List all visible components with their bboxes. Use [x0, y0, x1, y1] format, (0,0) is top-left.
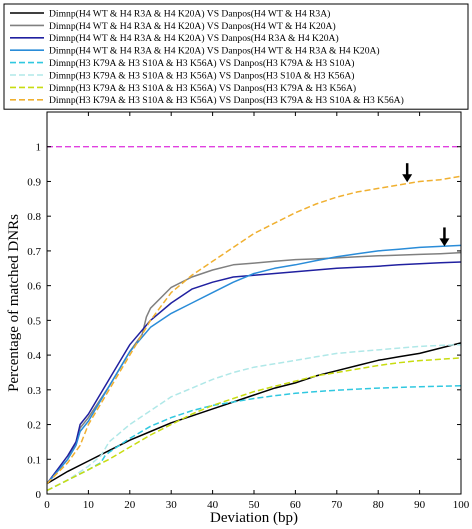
annotation-layer [402, 163, 450, 247]
y-tick-label: 0.1 [27, 454, 41, 466]
y-tick-label: 0.2 [27, 420, 41, 432]
series-layer [46, 175, 462, 492]
y-tick-label: 0.6 [27, 281, 41, 293]
legend-entry-5: Dimnp(H3 K79A & H3 S10A & H3 K56A) VS Da… [49, 58, 355, 69]
x-axis-label: Deviation (bp) [210, 510, 298, 526]
y-tick-label: 0.3 [27, 385, 41, 397]
x-tick-label: 70 [331, 499, 343, 511]
y-tick-label: 0.9 [27, 176, 41, 188]
series-line-4 [46, 244, 462, 485]
x-tick-label: 90 [414, 499, 426, 511]
x-tick-label: 30 [166, 499, 178, 511]
y-axis-label: Percentage of matched DNRs [6, 214, 22, 392]
annotation-arrow-1 [402, 163, 413, 183]
series-line-3 [46, 261, 462, 485]
legend-entry-4: Dimnp(H4 WT & H4 R3A & H4 K20A) VS Danpo… [49, 46, 380, 57]
x-tick-label: 40 [207, 499, 219, 511]
series-line-5 [46, 384, 462, 492]
plot-frame [46, 111, 462, 495]
series-line-8 [46, 175, 462, 485]
x-tick-label: 10 [83, 499, 95, 511]
legend-box [3, 3, 469, 110]
y-tick-label: 0.5 [27, 315, 41, 327]
x-tick-label: 0 [44, 499, 50, 511]
legend-entry-8: Dimnp(H3 K79A & H3 S10A & H3 K56A) VS Da… [49, 95, 404, 106]
x-tick-label: 20 [124, 499, 136, 511]
annotation-arrow-2 [439, 227, 450, 247]
y-tick-label: 0.7 [27, 246, 41, 258]
x-tick-label: 50 [249, 499, 261, 511]
legend: Dimnp(H4 WT & H4 R3A & H4 K20A) VS Danpo… [3, 3, 469, 110]
y-tick-label: 1 [36, 142, 42, 154]
y-tick-label: 0 [36, 489, 42, 501]
series-line-2 [46, 251, 462, 485]
legend-entry-2: Dimnp(H4 WT & H4 R3A & H4 K20A) VS Danpo… [49, 21, 336, 32]
legend-entry-7: Dimnp(H3 K79A & H3 S10A & H3 K56A) VS Da… [49, 83, 356, 94]
legend-entry-1: Dimnp(H4 WT & H4 R3A & H4 K20A) VS Danpo… [49, 8, 330, 19]
y-tick-label: 0.4 [27, 350, 41, 362]
y-tick-label: 0.8 [27, 211, 41, 223]
legend-entry-3: Dimnp(H4 WT & H4 R3A & H4 K20A) VS Danpo… [49, 33, 339, 44]
x-tick-label: 80 [373, 499, 385, 511]
x-tick-label: 60 [290, 499, 302, 511]
series-line-7 [46, 357, 462, 492]
x-tick-label: 100 [453, 499, 470, 511]
legend-entry-6: Dimnp(H3 K79A & H3 S10A & H3 K56A) VS Da… [49, 70, 355, 81]
